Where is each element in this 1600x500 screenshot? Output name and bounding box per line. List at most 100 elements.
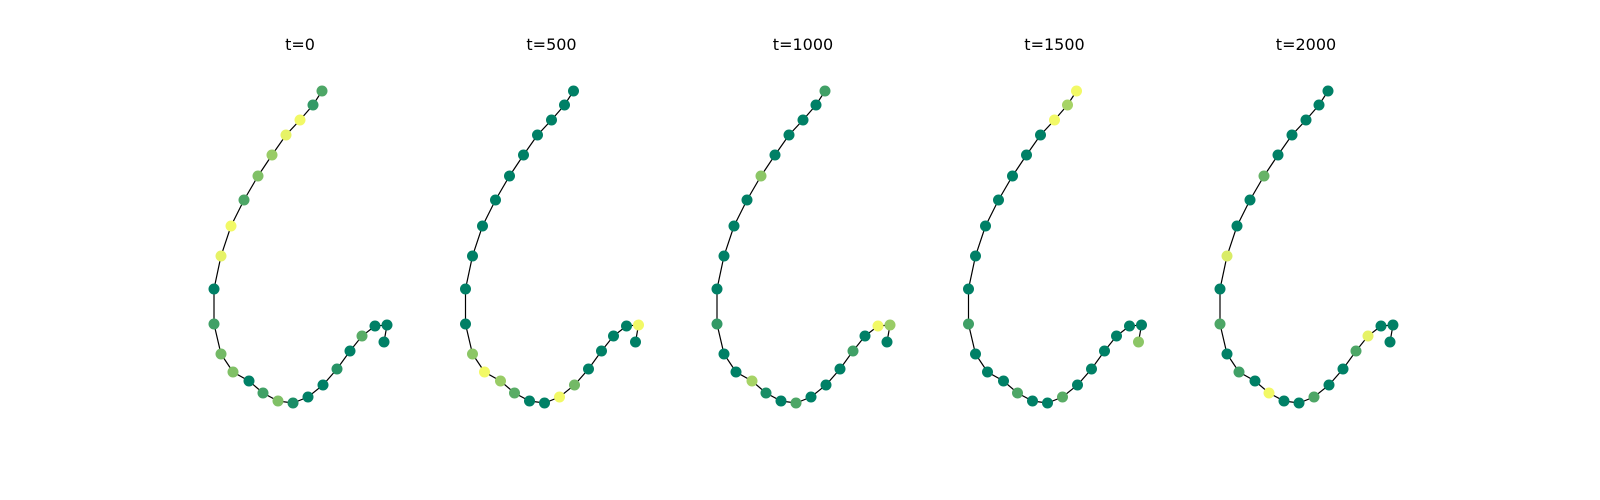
chain-node	[316, 85, 328, 97]
chain-node	[280, 129, 292, 141]
chain-node	[477, 220, 488, 232]
chain-node	[307, 99, 319, 111]
chain-node	[718, 250, 730, 262]
chain-node	[1136, 319, 1147, 331]
chain-node	[287, 397, 299, 409]
chain-node	[797, 114, 809, 126]
chain-node	[1086, 363, 1097, 375]
chain-node	[331, 363, 343, 375]
chain-node	[1286, 129, 1298, 141]
chain-line	[464, 90, 640, 404]
chain-node	[215, 348, 227, 360]
panel-title: t=500	[526, 35, 576, 54]
chain-node	[344, 345, 356, 357]
chain-node	[993, 194, 1004, 206]
chain-node	[1323, 379, 1335, 391]
chain-node	[460, 283, 471, 295]
chain-node	[1221, 250, 1233, 262]
chain-node	[257, 387, 269, 399]
chain-node	[1258, 170, 1270, 182]
chain-node	[963, 283, 974, 295]
chain-node	[238, 194, 250, 206]
chain-node	[215, 250, 227, 262]
chain-node	[266, 149, 278, 161]
chain-node	[479, 366, 490, 378]
chain-line	[967, 90, 1143, 404]
chain-node	[775, 395, 787, 407]
chain-node	[1049, 114, 1060, 126]
chain-node	[1233, 366, 1245, 378]
chain-node	[381, 319, 393, 331]
chain-node	[881, 336, 893, 348]
panel-2: t=1000	[711, 35, 896, 409]
chain-node	[1124, 320, 1135, 332]
panel-title: t=0	[285, 35, 315, 54]
chain-node	[982, 366, 993, 378]
chain-node	[621, 320, 632, 332]
chain-node	[1214, 318, 1226, 330]
chain-node	[1350, 345, 1362, 357]
panel-title: t=2000	[1276, 35, 1336, 54]
chain-line	[716, 90, 891, 404]
chain-node	[554, 391, 565, 403]
chain-node	[790, 397, 802, 409]
panel-title: t=1500	[1024, 35, 1084, 54]
panel-1: t=500	[460, 35, 644, 409]
chain-node	[834, 363, 846, 375]
chain-node	[208, 283, 220, 295]
chain-node	[568, 85, 579, 97]
panel-0: t=0	[208, 35, 393, 409]
chain-node	[760, 387, 772, 399]
chain-node	[559, 99, 570, 111]
chain-node	[1293, 397, 1305, 409]
chain-node	[630, 336, 641, 348]
chain-node	[805, 391, 817, 403]
chain-node	[546, 114, 557, 126]
chain-node	[524, 395, 535, 407]
chain-node	[980, 220, 991, 232]
chain-node	[1133, 336, 1144, 348]
chain-node	[730, 366, 742, 378]
chain-node	[1072, 379, 1083, 391]
chain-node	[1007, 170, 1018, 182]
chain-node	[1300, 114, 1312, 126]
chain-node	[998, 375, 1009, 387]
chain-node	[711, 283, 723, 295]
chain-node	[769, 149, 781, 161]
chain-node	[1249, 375, 1261, 387]
chain-node	[1021, 149, 1032, 161]
panel-title: t=1000	[773, 35, 833, 54]
chain-node	[509, 387, 520, 399]
chain-node	[532, 129, 543, 141]
chain-node	[746, 375, 758, 387]
chain-node	[369, 320, 381, 332]
chain-node	[633, 319, 644, 331]
chain-node	[1278, 395, 1290, 407]
chain-node	[272, 395, 284, 407]
chain-node	[378, 336, 390, 348]
chain-node	[1308, 391, 1320, 403]
chain-node	[317, 379, 329, 391]
chain-node	[728, 220, 740, 232]
chain-node	[1027, 395, 1038, 407]
chain-node	[1214, 283, 1226, 295]
chain-node	[1244, 194, 1256, 206]
chain-node	[1337, 363, 1349, 375]
chain-node	[252, 170, 264, 182]
chain-node	[1362, 330, 1374, 342]
chain-node	[294, 114, 306, 126]
chain-node	[243, 375, 255, 387]
chain-node	[711, 318, 723, 330]
chain-node	[859, 330, 871, 342]
chain-node	[1313, 99, 1325, 111]
chain-node	[302, 391, 314, 403]
chain-node	[963, 318, 974, 330]
chain-node	[970, 348, 981, 360]
chain-node	[596, 345, 607, 357]
chain-node	[467, 348, 478, 360]
chain-node	[1221, 348, 1233, 360]
chain-node	[1272, 149, 1284, 161]
chain-node	[820, 379, 832, 391]
panel-3: t=1500	[963, 35, 1147, 409]
